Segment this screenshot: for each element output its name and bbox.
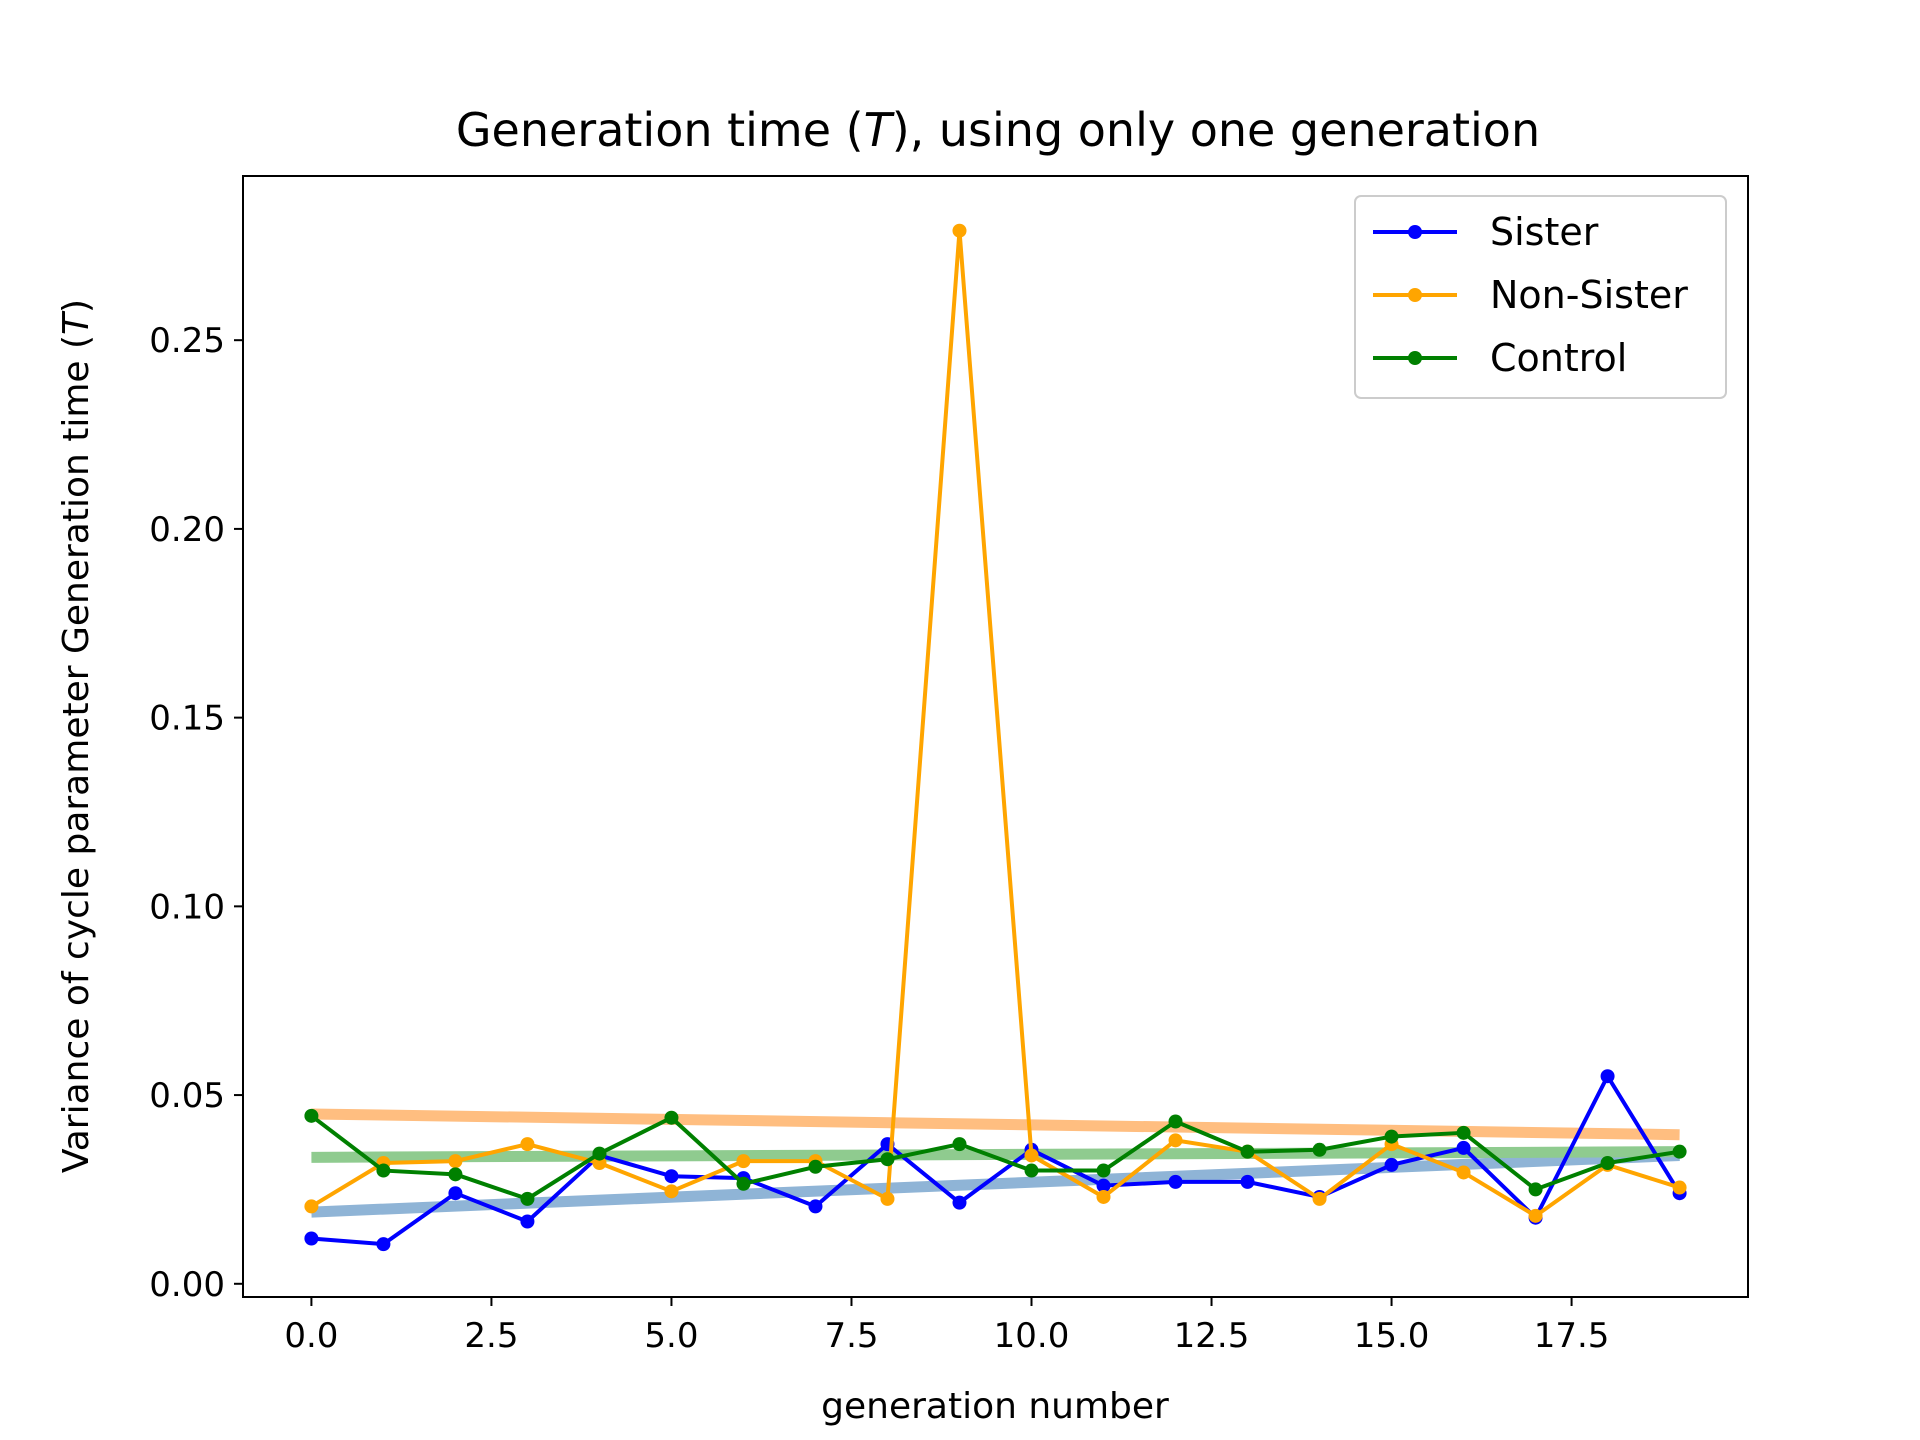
data-point <box>1528 1182 1543 1197</box>
legend-label: Non-Sister <box>1490 273 1688 317</box>
data-point <box>1312 1142 1327 1157</box>
data-point <box>1168 1133 1183 1148</box>
legend-marker <box>1408 288 1422 302</box>
data-point <box>1312 1191 1327 1206</box>
data-point <box>304 1231 319 1246</box>
data-point <box>1096 1178 1111 1193</box>
x-tick-label: 15.0 <box>1354 1316 1430 1356</box>
data-point <box>1456 1140 1471 1155</box>
legend-label: Control <box>1490 336 1627 380</box>
x-axis-label: generation number <box>821 1386 1169 1427</box>
data-point <box>520 1214 535 1229</box>
data-point <box>1456 1165 1471 1180</box>
data-point <box>736 1176 751 1191</box>
x-axis: 0.0 2.5 5.0 7.5 10.0 12.5 15.0 17.5 <box>284 1297 1609 1356</box>
data-point <box>1240 1144 1255 1159</box>
data-point <box>1528 1208 1543 1223</box>
y-tick-label: 0.00 <box>149 1265 225 1305</box>
data-point <box>664 1184 679 1199</box>
data-point <box>1024 1148 1039 1163</box>
series-line-1 <box>310 228 1681 1218</box>
legend-marker <box>1408 351 1422 365</box>
x-tick-label: 5.0 <box>644 1316 698 1356</box>
data-point <box>1384 1129 1399 1144</box>
y-axis: 0.00 0.05 0.10 0.15 0.20 0.25 <box>149 321 243 1305</box>
y-tick-label: 0.10 <box>149 887 225 927</box>
data-point <box>664 1110 679 1125</box>
data-point <box>952 223 967 238</box>
y-tick-label: 0.20 <box>149 510 225 550</box>
data-point <box>1096 1189 1111 1204</box>
trend-line-1 <box>311 1108 1680 1141</box>
x-tick-label: 12.5 <box>1174 1316 1250 1356</box>
y-axis-label: Variance of cycle parameter Generation t… <box>56 299 97 1173</box>
data-point <box>880 1152 895 1167</box>
data-point <box>808 1159 823 1174</box>
data-point <box>952 1195 967 1210</box>
chart-title: Generation time (T), using only one gene… <box>456 103 1540 157</box>
data-point <box>1168 1174 1183 1189</box>
data-point <box>1384 1157 1399 1172</box>
data-point <box>376 1237 391 1252</box>
axes-frame <box>242 175 1749 1298</box>
x-tick-label: 7.5 <box>824 1316 878 1356</box>
data-point <box>520 1191 535 1206</box>
legend-entries: Sister Non-Sister Control <box>1373 210 1688 380</box>
x-tick-label: 0.0 <box>284 1316 338 1356</box>
legend: Sister Non-Sister Control <box>1354 195 1727 399</box>
x-tick-label: 2.5 <box>464 1316 518 1356</box>
data-point <box>448 1186 463 1201</box>
data-point <box>520 1137 535 1152</box>
data-point <box>304 1199 319 1214</box>
series-line-2 <box>310 1114 1680 1201</box>
y-tick-label: 0.15 <box>149 699 225 739</box>
data-point <box>1024 1163 1039 1178</box>
data-point <box>1672 1180 1687 1195</box>
data-point <box>304 1108 319 1123</box>
data-point <box>448 1167 463 1182</box>
trend-line-0 <box>311 1149 1680 1218</box>
data-point <box>808 1199 823 1214</box>
data-point <box>448 1154 463 1169</box>
data-point <box>880 1191 895 1206</box>
data-point <box>1168 1114 1183 1129</box>
data-point <box>1600 1156 1615 1171</box>
data-point <box>1672 1144 1687 1159</box>
y-tick-label: 0.05 <box>149 1076 225 1116</box>
plot-area <box>304 223 1687 1252</box>
data-point <box>592 1146 607 1161</box>
data-point <box>1456 1125 1471 1140</box>
data-point <box>376 1163 391 1178</box>
y-tick-label: 0.25 <box>149 321 225 361</box>
data-point <box>664 1169 679 1184</box>
legend-label: Sister <box>1490 210 1599 254</box>
legend-box <box>1354 195 1727 399</box>
series-line-0 <box>311 1074 1682 1247</box>
data-point <box>1096 1163 1111 1178</box>
data-point <box>1600 1069 1615 1084</box>
data-point <box>1240 1174 1255 1189</box>
x-tick-label: 17.5 <box>1534 1316 1610 1356</box>
data-point <box>952 1137 967 1152</box>
legend-marker <box>1408 225 1422 239</box>
data-point <box>736 1154 751 1169</box>
x-tick-label: 10.0 <box>994 1316 1070 1356</box>
